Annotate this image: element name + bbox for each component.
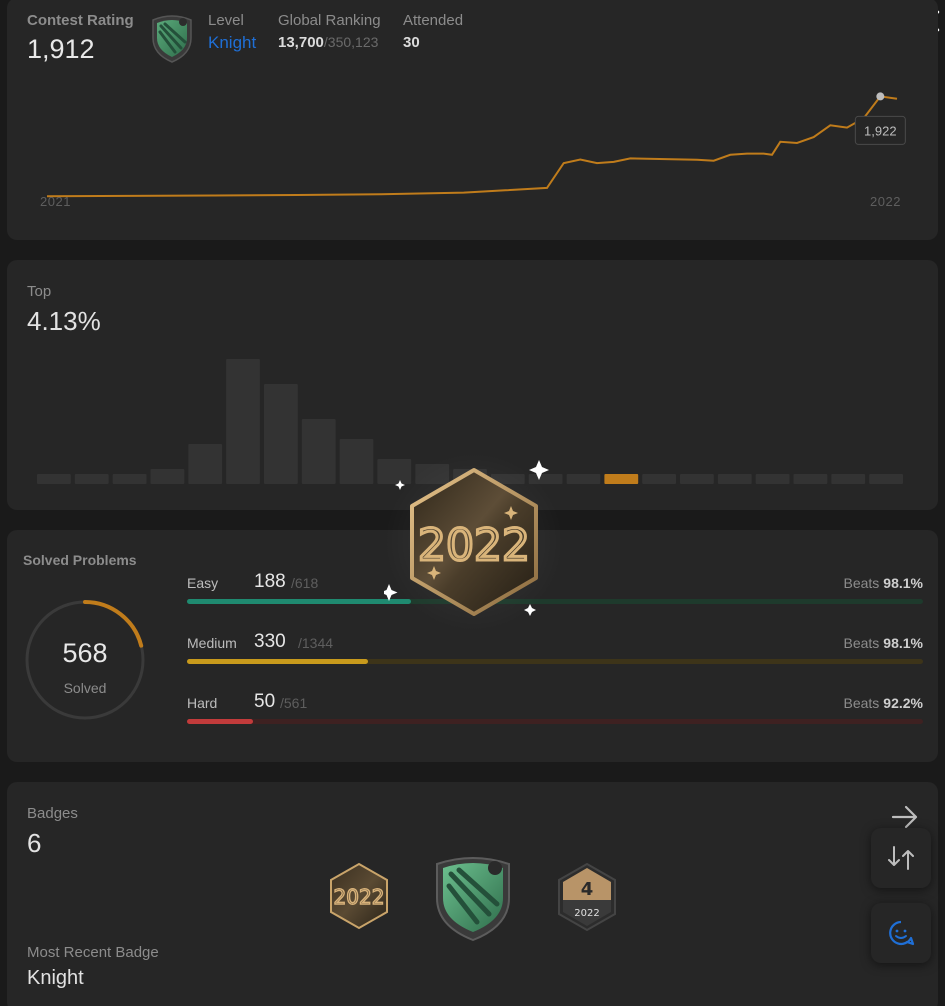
badges-count: 6 xyxy=(27,828,42,858)
global-ranking-value: 13,700/350,123 xyxy=(278,34,379,51)
difficulty-progress-fill xyxy=(187,599,411,604)
level-value[interactable]: Knight xyxy=(208,33,257,52)
global-ranking-total: /350,123 xyxy=(323,34,379,50)
solved-sub-label: Solved xyxy=(63,680,107,696)
x-axis-end-label: 2022 xyxy=(870,194,901,209)
badges-card: Badges 6 2022 4 2022 Mo xyxy=(7,782,938,1006)
difficulty-total: /1344 xyxy=(298,635,334,651)
histogram-bar xyxy=(377,459,412,484)
histogram-bar xyxy=(226,359,260,484)
histogram-bar xyxy=(717,474,752,484)
histogram-bar xyxy=(264,384,298,484)
difficulty-progress-track xyxy=(187,719,923,724)
difficulty-progress-fill xyxy=(187,719,253,724)
contest-rating-label: Contest Rating xyxy=(27,12,134,29)
most-recent-badge-label: Most Recent Badge xyxy=(27,944,159,961)
difficulty-solved-count: 188 xyxy=(254,571,286,592)
histogram-bar xyxy=(831,474,866,484)
histogram-bar xyxy=(642,474,676,484)
histogram-bar xyxy=(793,474,828,484)
difficulty-name: Medium xyxy=(187,635,237,651)
solved-progress-ring[interactable] xyxy=(23,598,147,722)
top-value: 4.13% xyxy=(27,306,101,336)
attended-stat: Attended 30 xyxy=(403,12,463,51)
difficulty-solved-count: 50 xyxy=(254,691,276,712)
rating-tooltip: 1,922 xyxy=(854,115,906,145)
difficulty-row-easy[interactable]: Easy 188/618 Beats 98.1% xyxy=(187,571,923,615)
annual-2022-badge-large-icon[interactable]: 2022 xyxy=(384,452,564,632)
knight-badge-icon[interactable] xyxy=(431,852,515,942)
knight-shield-icon xyxy=(152,15,192,63)
histogram-bar xyxy=(869,474,903,484)
histogram-bar xyxy=(112,474,147,484)
contest-4-2022-badge-icon[interactable]: 4 2022 xyxy=(555,862,619,932)
difficulty-progress-track xyxy=(187,659,923,664)
ring-progress-arc xyxy=(83,600,144,648)
difficulty-beats: Beats 98.1% xyxy=(843,635,923,651)
difficulty-progress-track xyxy=(187,599,923,604)
difficulty-row-medium[interactable]: Medium 330/1344 Beats 98.1% xyxy=(187,631,923,675)
rating-peak-point xyxy=(876,92,885,101)
level-label: Level xyxy=(208,12,244,29)
difficulty-beats: Beats 98.1% xyxy=(843,575,923,591)
global-ranking-label: Global Ranking xyxy=(278,12,381,29)
difficulty-row-hard[interactable]: Hard 50/561 Beats 92.2% xyxy=(187,691,923,735)
histogram-bar xyxy=(680,474,714,484)
difficulty-total: /561 xyxy=(280,695,308,711)
arrow-right-icon xyxy=(891,805,918,829)
attended-value: 30 xyxy=(403,34,420,51)
svg-text:2022: 2022 xyxy=(574,908,599,919)
chat-button[interactable] xyxy=(871,903,931,963)
swap-button[interactable] xyxy=(871,828,931,888)
badges-label: Badges xyxy=(27,805,78,822)
svg-text:4: 4 xyxy=(581,879,594,900)
rating-series-line xyxy=(46,95,898,198)
histogram-bar xyxy=(37,474,71,484)
histogram-bar xyxy=(188,444,223,484)
svg-text:2022: 2022 xyxy=(418,520,530,571)
contest-rating-card: Contest Rating 1,912 Level Knight Global… xyxy=(7,0,938,240)
chat-icon xyxy=(889,920,915,946)
swap-icon xyxy=(888,846,914,870)
x-axis-start-label: 2021 xyxy=(40,194,71,209)
top-label: Top xyxy=(27,283,52,300)
contest-rating-value: 1,912 xyxy=(27,34,95,64)
histogram-bar xyxy=(566,474,601,484)
global-ranking-stat: Global Ranking 13,700/350,123 xyxy=(278,12,381,51)
histogram-bar xyxy=(74,474,109,484)
difficulty-name: Hard xyxy=(187,695,218,711)
annual-2022-badge-icon[interactable]: 2022 xyxy=(327,862,391,930)
most-recent-badge-value: Knight xyxy=(27,967,84,989)
solved-problems-label: Solved Problems xyxy=(23,552,137,568)
level-stat: Level Knight xyxy=(208,12,256,53)
difficulty-beats: Beats 92.2% xyxy=(843,695,923,711)
svg-text:2022: 2022 xyxy=(334,885,385,909)
histogram-bar xyxy=(301,419,336,484)
histogram-bar xyxy=(339,439,374,484)
difficulty-progress-fill xyxy=(187,659,369,664)
difficulty-name: Easy xyxy=(187,575,219,591)
rating-tooltip-value: 1,922 xyxy=(864,123,897,138)
rating-distribution-histogram[interactable] xyxy=(7,350,938,490)
histogram-bar xyxy=(150,469,185,484)
badges-arrow-button[interactable] xyxy=(890,804,920,830)
solved-count: 568 xyxy=(62,638,108,668)
histogram-bar-current xyxy=(604,474,639,484)
rating-line-chart[interactable]: 1,922 xyxy=(7,78,938,218)
difficulty-total: /618 xyxy=(291,575,319,591)
histogram-bar xyxy=(755,474,790,484)
difficulty-solved-count: 330 xyxy=(254,631,286,652)
top-percentile-card: Top 4.13% xyxy=(7,260,938,510)
attended-label: Attended xyxy=(403,12,464,29)
